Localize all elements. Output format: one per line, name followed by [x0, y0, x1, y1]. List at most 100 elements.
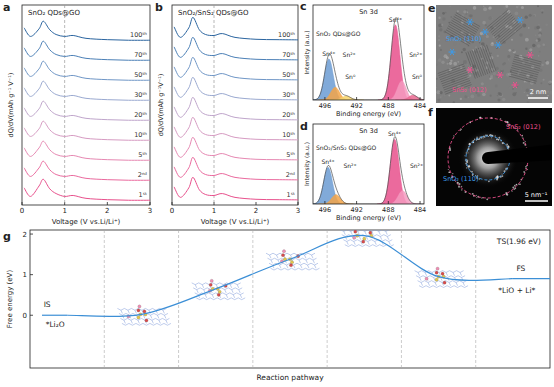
- lattice-bond: [347, 241, 349, 244]
- texture: [547, 91, 549, 93]
- texture: [539, 68, 543, 72]
- tick-label: 488: [382, 206, 394, 214]
- lattice-bond: [380, 236, 382, 239]
- tick-label: 2: [254, 207, 258, 215]
- diffraction-spot: [488, 136, 489, 137]
- atom: [441, 272, 444, 275]
- curve-label: 10ᵗʰ: [282, 131, 295, 139]
- cycle-curve: [24, 121, 150, 140]
- atom: [217, 293, 220, 296]
- annotation: TS(1.96 eV): [496, 237, 541, 246]
- tick-label: 492: [350, 102, 362, 110]
- lattice-bond: [313, 260, 315, 263]
- diffraction-spot: [523, 142, 525, 144]
- texture: [463, 10, 466, 13]
- tick: [388, 97, 389, 100]
- texture: [521, 6, 524, 9]
- texture: [441, 24, 443, 26]
- atom: [138, 305, 141, 308]
- texture: [440, 49, 442, 51]
- diffraction-spot: [484, 137, 485, 138]
- texture: [463, 60, 467, 64]
- atom: [353, 236, 356, 239]
- lattice-bond: [266, 253, 315, 255]
- panel-letter: g: [3, 230, 11, 243]
- axis-title: Binding energy (eV): [336, 214, 401, 222]
- lattice-bond: [138, 320, 140, 323]
- texture: [457, 61, 459, 63]
- texture: [449, 62, 452, 65]
- energy-profile: [67, 235, 513, 316]
- cycle-curve: [24, 179, 150, 200]
- diffraction-spot: [468, 166, 469, 167]
- separator: [327, 230, 328, 368]
- diffraction-spot: [466, 167, 467, 168]
- tick: [150, 202, 151, 205]
- separator: [178, 230, 179, 368]
- lattice-bond: [340, 230, 389, 231]
- lattice-bond: [239, 290, 241, 293]
- lattice-fringes: [487, 10, 523, 45]
- lattice-bond: [166, 320, 168, 323]
- tick: [30, 234, 33, 235]
- lattice-bond: [212, 295, 214, 298]
- atom: [443, 281, 446, 284]
- panel-letter: f: [428, 106, 433, 119]
- atom: [435, 271, 438, 274]
- texture: [541, 9, 544, 12]
- lattice-bond: [386, 231, 388, 234]
- curve-label: 70ᵗʰ: [282, 51, 295, 59]
- texture: [541, 12, 543, 14]
- lattice-fringes: [466, 45, 496, 79]
- diffraction-spot: [458, 186, 460, 188]
- texture: [527, 101, 530, 103]
- atom: [137, 316, 140, 319]
- subtitle: Sn 3d: [359, 8, 378, 16]
- texture: [467, 12, 468, 13]
- texture: [483, 7, 487, 11]
- cycle-curve: [24, 41, 150, 60]
- atom: [290, 261, 293, 264]
- beam-stopper: [482, 144, 552, 164]
- lattice-bond: [124, 320, 126, 323]
- diffraction-spot: [474, 138, 475, 139]
- image-bg: [436, 5, 552, 103]
- lattice-bond: [387, 236, 389, 239]
- fringe: [468, 52, 478, 78]
- fringe: [498, 23, 519, 41]
- micrograph: [436, 5, 552, 103]
- lattice-bond: [192, 283, 241, 285]
- tick-label: 0: [170, 207, 174, 215]
- tick: [356, 201, 357, 204]
- texture: [501, 69, 502, 70]
- texture: [509, 49, 512, 52]
- texture: [536, 39, 539, 42]
- axis-title: dQ/dV(mAh g⁻¹ V⁻¹): [7, 73, 15, 138]
- peak: [329, 96, 364, 100]
- diffraction-spot: [453, 135, 454, 136]
- lattice-bond: [419, 286, 468, 288]
- diffraction-spot: [502, 175, 504, 177]
- atom: [137, 309, 140, 312]
- texture: [548, 81, 551, 84]
- scale-label: 2 nm: [530, 88, 547, 96]
- texture: [533, 14, 536, 17]
- lattice-bond: [428, 282, 430, 285]
- texture: [493, 72, 496, 75]
- lattice-bond: [308, 265, 310, 268]
- chart-title: SnO₂ QDs@GO: [316, 30, 361, 38]
- texture: [438, 58, 442, 62]
- texture: [446, 56, 449, 59]
- texture: [525, 48, 527, 50]
- texture: [538, 55, 539, 56]
- texture: [549, 91, 552, 94]
- diffraction-spot: [496, 139, 498, 141]
- texture: [473, 6, 477, 10]
- texture: [497, 55, 499, 57]
- panel-letter: d: [300, 120, 308, 133]
- level-line: [42, 315, 67, 316]
- diffraction-spot: [519, 184, 520, 185]
- panel-letter: b: [155, 1, 163, 14]
- texture: [545, 23, 548, 26]
- texture: [512, 49, 515, 52]
